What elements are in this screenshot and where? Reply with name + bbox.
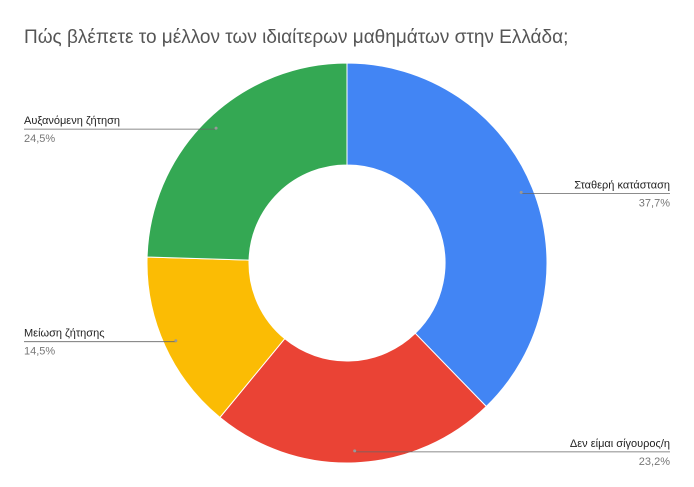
leader-dot (214, 126, 218, 130)
slice-value-label: 14,5% (24, 346, 55, 358)
slice-label: Σταθερή κατάσταση (574, 179, 670, 191)
slice (219, 332, 488, 464)
slice (346, 62, 548, 408)
leader-line (24, 128, 217, 130)
leader-line (24, 340, 177, 343)
leader-dot (174, 339, 178, 343)
slice-value-label: 23,2% (639, 456, 670, 468)
leader-dot (353, 449, 357, 453)
slice-value-label: 37,7% (639, 197, 670, 209)
chart-title: Πώς βλέπετε το μέλλον των ιδιαίτερων μαθ… (24, 27, 568, 48)
leader-line (520, 192, 670, 194)
leader-dot (519, 190, 523, 194)
slice (146, 62, 348, 261)
slice (146, 256, 286, 419)
slice-label: Δεν είμαι σίγουρος/η (570, 438, 670, 450)
slice-label: Αυξανόμενη ζήτηση (24, 115, 120, 127)
slice-value-label: 24,5% (24, 133, 55, 145)
slice-label: Μείωση ζήτησης (24, 328, 105, 340)
